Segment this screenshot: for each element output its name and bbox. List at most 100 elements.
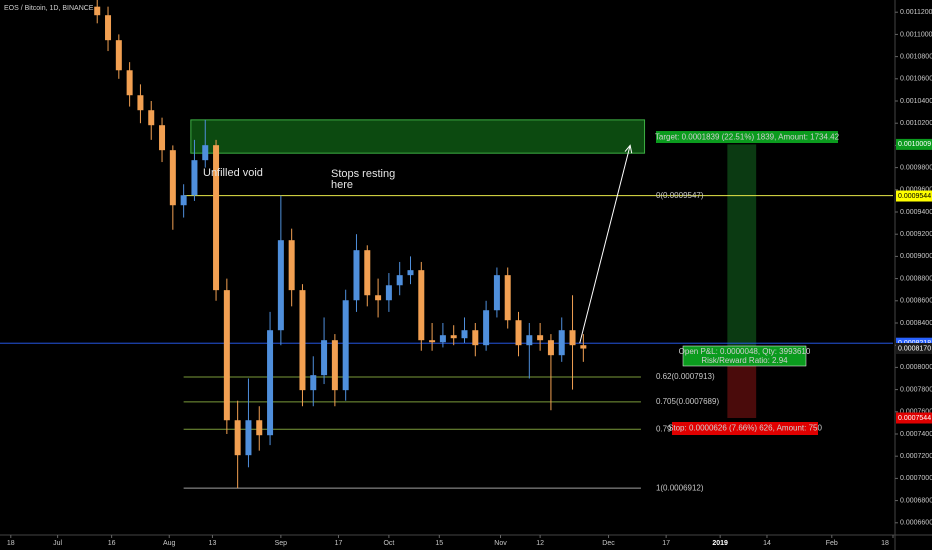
x-tick-label: Sep (275, 540, 288, 547)
price-badge-label: 0.0007544 (898, 415, 931, 422)
fib-label: 0(0.0009547) (656, 191, 704, 200)
candle-body (515, 320, 522, 346)
y-tick-label: 0.0010600 (900, 76, 932, 83)
y-tick-label: 0.0007600 (900, 409, 932, 416)
candle-body (558, 330, 565, 356)
x-tick-label: 2019 (712, 540, 728, 547)
candle-body (504, 275, 511, 321)
annotation: Unfilled void (203, 167, 263, 179)
candle-body (310, 375, 317, 391)
stop-box (672, 422, 818, 435)
candle-body (223, 290, 230, 421)
candle-body (483, 310, 490, 346)
y-tick-label: 0.0008400 (900, 320, 932, 327)
candle-body (148, 110, 155, 126)
price-badge-label: 0.0010009 (898, 141, 931, 148)
candle-body (407, 270, 414, 276)
candle-body (126, 70, 133, 96)
y-tick-label: 0.0008000 (900, 364, 932, 371)
candle-body (115, 40, 122, 71)
candle-body (342, 300, 349, 391)
y-tick-label: 0.0010800 (900, 53, 932, 60)
candle-body (461, 330, 468, 339)
fib-label: 0.79 (656, 424, 672, 433)
fib-label: 0.705(0.0007689) (656, 397, 720, 406)
candle-body (299, 290, 306, 391)
candle-body (256, 420, 263, 436)
price-badge (896, 412, 932, 424)
fib-label: 1(0.0006912) (656, 483, 704, 492)
x-tick-label: 18 (881, 540, 889, 547)
y-tick-label: 0.0010200 (900, 120, 932, 127)
candle-body (472, 330, 479, 346)
x-tick-label: Aug (163, 540, 176, 547)
pnl-box (682, 345, 807, 367)
y-tick-label: 0.0009600 (900, 187, 932, 194)
candle-body (537, 335, 544, 341)
chart-title: EOS / Bitcoin, 1D, BINANCE (4, 5, 94, 12)
candle-body (159, 125, 166, 151)
y-tick-label: 0.0008600 (900, 298, 932, 305)
y-tick-label: 0.0010400 (900, 98, 932, 105)
y-tick-label: 0.0007000 (900, 475, 932, 482)
candle-body (569, 330, 576, 346)
candle-body (137, 95, 144, 111)
candle-body (364, 250, 371, 296)
candle-body (353, 250, 360, 301)
candle-body (418, 270, 425, 341)
candle-body (526, 335, 533, 346)
candle-body (245, 420, 252, 456)
x-tick-label: 17 (335, 540, 343, 547)
fib-label: 0.62(0.0007913) (656, 372, 715, 381)
x-tick-label: Feb (826, 540, 838, 547)
candle-body (267, 330, 274, 436)
y-tick-label: 0.0011000 (900, 31, 932, 38)
candle-body (439, 335, 446, 343)
candle-body (450, 335, 457, 339)
annotation: Stops resting (331, 168, 395, 180)
x-tick-label: 14 (763, 540, 771, 547)
y-tick-label: 0.0007200 (900, 453, 932, 460)
candle-body (288, 240, 295, 291)
candle-body (234, 420, 241, 456)
x-tick-label: 13 (209, 540, 217, 547)
y-tick-label: 0.0006600 (900, 520, 932, 527)
candle-body (396, 275, 403, 286)
pnl-label: Risk/Reward Ratio: 2.94 (701, 356, 788, 365)
candle-body (547, 340, 554, 356)
y-tick-label: 0.0009000 (900, 253, 932, 260)
y-tick-label: 0.0009200 (900, 231, 932, 238)
price-badge-label: 0.0009544 (898, 193, 931, 200)
target-box (656, 131, 838, 143)
candle-body (321, 340, 328, 376)
y-tick-label: 0.0009400 (900, 209, 932, 216)
candle-body (493, 275, 500, 311)
x-tick-label: 16 (108, 540, 116, 547)
candle-body (375, 295, 382, 301)
target-label: Target: 0.0001839 (22.51%) 1839, Amount:… (655, 133, 840, 142)
candle-body (94, 6, 101, 16)
candle-body (580, 345, 587, 349)
y-tick-label: 0.0011200 (900, 9, 932, 16)
y-tick-label: 0.0007800 (900, 386, 932, 393)
candle-body (277, 240, 284, 331)
x-tick-label: 12 (536, 540, 544, 547)
position-profit (727, 144, 757, 349)
void-box (190, 119, 646, 154)
x-tick-label: 18 (7, 540, 15, 547)
candle-body (105, 15, 112, 41)
arrow (579, 145, 631, 344)
x-tick-label: Jul (53, 540, 62, 547)
annotation: here (331, 179, 353, 191)
candle-body (429, 340, 436, 343)
price-badge (896, 138, 932, 150)
x-tick-label: Nov (494, 540, 507, 547)
pnl-label: Open P&L: 0.0000048, Qty: 3993610 (679, 347, 811, 356)
price-badge (896, 190, 932, 202)
x-tick-label: Oct (383, 540, 394, 547)
candle-body (213, 145, 220, 291)
y-tick-label: 0.0009800 (900, 164, 932, 171)
x-tick-label: Dec (602, 540, 615, 547)
